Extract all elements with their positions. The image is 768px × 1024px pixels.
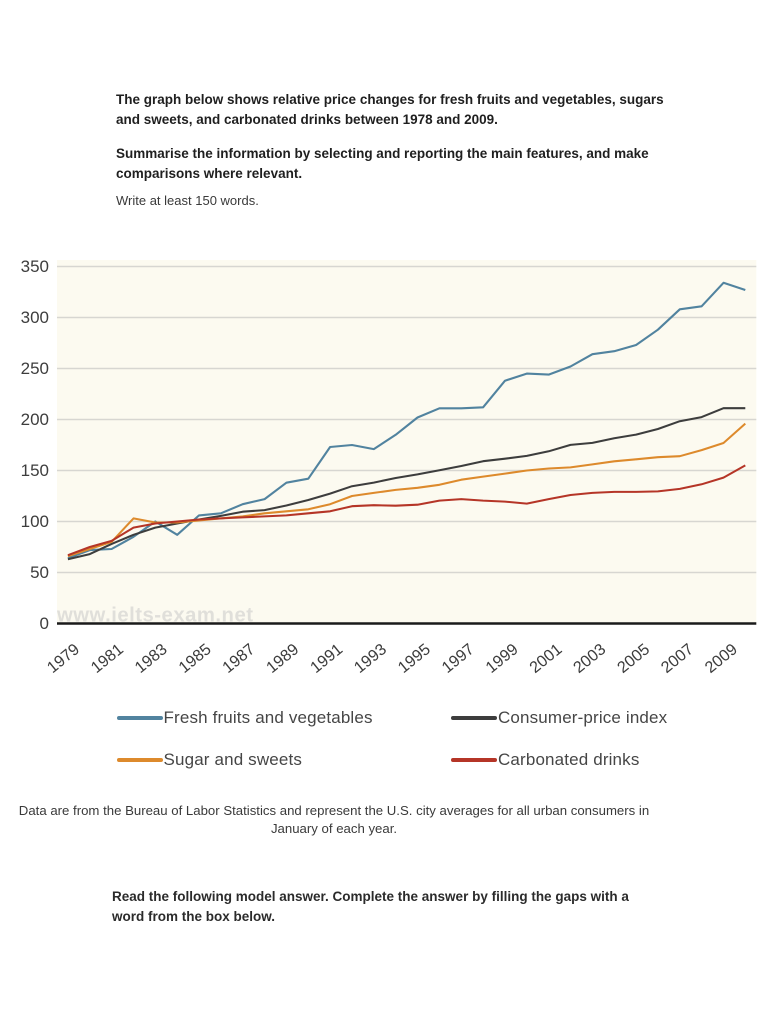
svg-text:1999: 1999: [482, 640, 521, 677]
svg-text:1985: 1985: [175, 640, 214, 677]
svg-text:350: 350: [21, 257, 49, 276]
svg-text:2005: 2005: [614, 640, 653, 677]
svg-text:50: 50: [30, 563, 49, 582]
svg-text:200: 200: [21, 410, 49, 429]
svg-text:1991: 1991: [307, 640, 346, 677]
svg-text:1979: 1979: [44, 640, 83, 677]
svg-text:1989: 1989: [263, 640, 302, 677]
svg-text:1987: 1987: [219, 640, 258, 677]
svg-text:1995: 1995: [395, 640, 434, 677]
svg-text:1997: 1997: [438, 640, 477, 677]
svg-text:250: 250: [21, 359, 49, 378]
svg-text:2009: 2009: [702, 640, 741, 677]
svg-text:150: 150: [21, 461, 49, 480]
svg-text:1981: 1981: [88, 640, 127, 677]
svg-text:2003: 2003: [570, 640, 609, 677]
svg-text:2001: 2001: [526, 640, 565, 677]
svg-text:100: 100: [21, 512, 49, 531]
svg-text:1993: 1993: [351, 640, 390, 677]
svg-text:300: 300: [21, 308, 49, 327]
svg-text:2007: 2007: [658, 640, 697, 677]
svg-text:0: 0: [40, 614, 49, 633]
svg-text:www.ielts-exam.net: www.ielts-exam.net: [56, 605, 253, 627]
svg-text:1983: 1983: [131, 640, 170, 677]
